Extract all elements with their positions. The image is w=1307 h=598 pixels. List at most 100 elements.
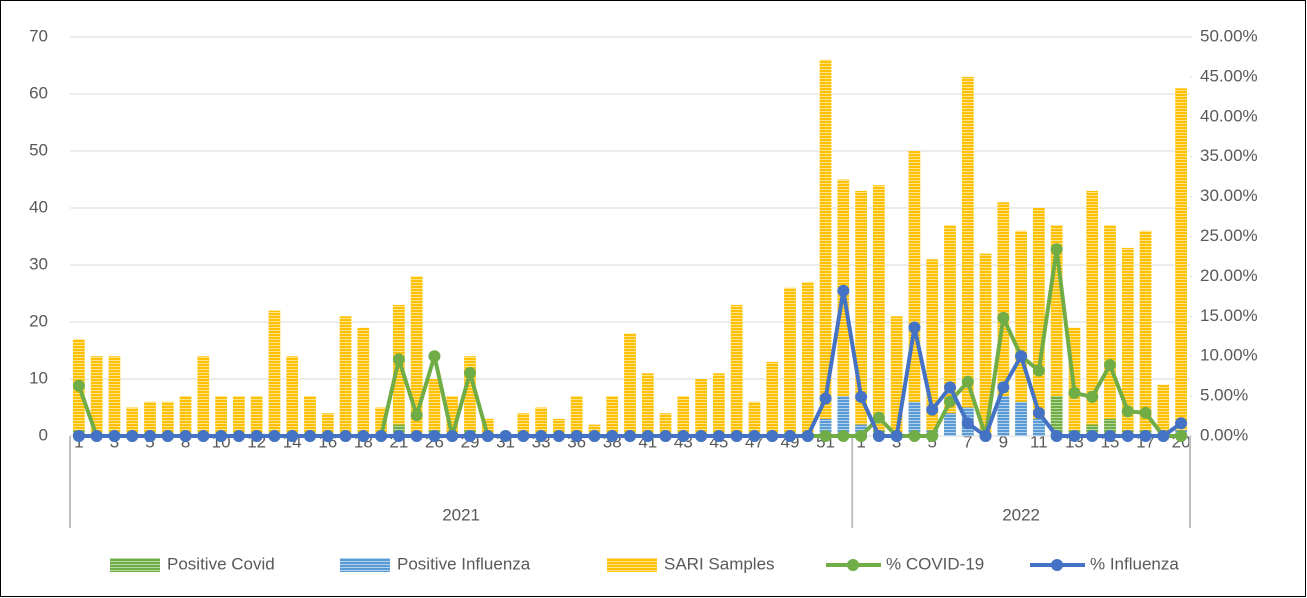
marker	[464, 430, 476, 442]
bar	[730, 304, 743, 436]
bar	[304, 396, 316, 436]
legend-label: % Influenza	[1090, 554, 1179, 573]
bar	[553, 418, 565, 436]
bar	[375, 407, 387, 436]
marker	[1032, 364, 1045, 377]
bar	[890, 316, 903, 436]
marker	[552, 430, 565, 442]
marker	[1139, 430, 1152, 442]
bar	[1104, 225, 1116, 436]
marker	[855, 390, 868, 403]
marker	[481, 430, 494, 442]
marker	[819, 392, 832, 405]
bar	[250, 396, 263, 436]
bar	[624, 333, 636, 436]
marker	[908, 321, 921, 334]
y-tick-label: 70	[29, 26, 48, 45]
bar	[90, 356, 103, 436]
bar	[570, 396, 583, 436]
marker	[979, 430, 992, 442]
bar	[161, 401, 174, 436]
legend-swatch	[607, 558, 657, 572]
marker	[72, 379, 85, 392]
bar	[357, 327, 370, 436]
marker	[428, 430, 441, 442]
bar	[481, 418, 494, 436]
x-tick-label: 7	[963, 432, 972, 451]
y2-tick-label: 50.00%	[1200, 26, 1258, 45]
y2-tick-label: 25.00%	[1200, 226, 1258, 245]
group-label: 2021	[442, 505, 480, 524]
bar	[339, 316, 352, 436]
legend-swatch	[110, 558, 160, 572]
bar	[641, 373, 654, 436]
bar	[517, 413, 530, 436]
bar	[997, 396, 1010, 436]
bar	[179, 396, 192, 436]
y-tick-label: 40	[29, 197, 48, 216]
marker	[819, 430, 832, 442]
bar	[144, 401, 156, 436]
marker	[392, 353, 405, 366]
marker	[890, 430, 903, 442]
marker	[410, 430, 423, 442]
marker	[1086, 430, 1099, 442]
marker	[944, 395, 956, 408]
marker	[268, 430, 281, 442]
bar	[1121, 247, 1134, 436]
bar	[321, 413, 334, 436]
bar	[215, 396, 227, 436]
marker	[624, 430, 636, 442]
bar	[926, 259, 939, 436]
legend-marker	[1051, 559, 1063, 571]
bar	[1139, 230, 1152, 436]
marker	[784, 430, 796, 442]
marker	[997, 311, 1010, 324]
marker	[677, 430, 690, 442]
marker	[72, 430, 85, 442]
marker	[748, 430, 761, 442]
bar	[837, 179, 850, 436]
marker	[126, 430, 139, 442]
bar	[908, 151, 921, 436]
marker	[926, 403, 939, 416]
marker	[144, 430, 156, 442]
marker	[659, 430, 672, 442]
marker	[872, 430, 885, 442]
marker	[108, 430, 121, 442]
y2-tick-label: 45.00%	[1200, 66, 1258, 85]
marker	[908, 430, 921, 442]
bar	[1050, 225, 1063, 436]
bar	[766, 361, 779, 436]
marker	[90, 430, 103, 442]
marker	[1050, 243, 1063, 256]
marker	[321, 430, 334, 442]
x-tick-label: 11	[1030, 432, 1048, 451]
marker	[517, 430, 530, 442]
marker	[535, 430, 548, 442]
y-tick-label: 30	[29, 254, 48, 273]
bar	[677, 396, 690, 436]
y2-tick-label: 5.00%	[1200, 386, 1248, 405]
marker	[179, 430, 192, 442]
bar	[197, 356, 210, 436]
marker	[357, 430, 370, 442]
bar	[1175, 88, 1187, 437]
bar	[1033, 208, 1045, 436]
bar	[695, 379, 707, 436]
marker	[926, 430, 939, 442]
bar	[535, 407, 547, 436]
y-tick-label: 60	[29, 83, 48, 102]
marker	[1068, 386, 1081, 399]
marker	[1032, 406, 1045, 419]
marker	[872, 411, 885, 424]
bar	[855, 190, 867, 436]
y2-tick-label: 40.00%	[1200, 106, 1258, 125]
bar	[659, 413, 672, 436]
marker	[446, 430, 459, 442]
marker	[1157, 430, 1170, 442]
bar	[873, 185, 885, 436]
group-label: 2022	[1002, 505, 1040, 524]
marker	[1104, 358, 1116, 371]
